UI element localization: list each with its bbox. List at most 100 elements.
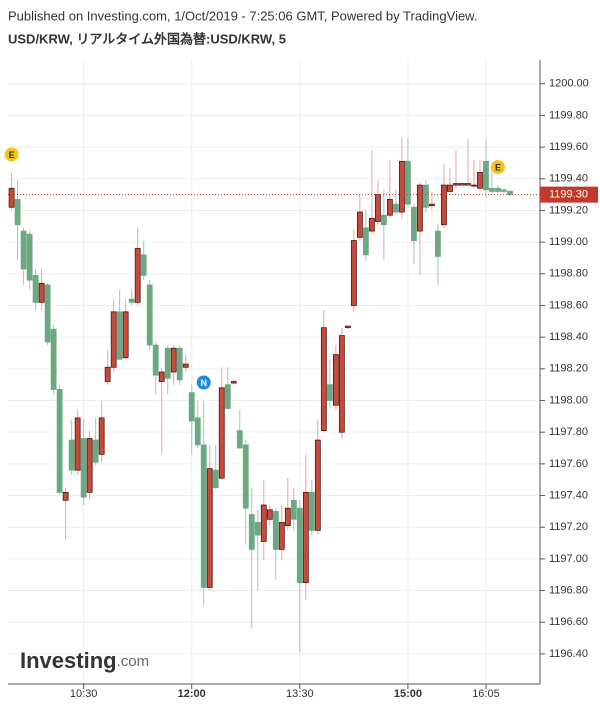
event-badge	[4, 147, 19, 162]
candle-body	[429, 203, 435, 207]
candle-body	[471, 184, 477, 187]
candle-body	[80, 438, 87, 498]
candle-body	[44, 284, 51, 343]
candle-body	[278, 522, 285, 550]
y-tick-label: 1197.60	[549, 458, 588, 470]
candle-body	[411, 206, 417, 241]
y-tick-label: 1196.60	[549, 616, 588, 628]
y-tick-label: 1199.20	[549, 204, 588, 216]
candle-body	[405, 160, 411, 205]
candle-body	[441, 184, 447, 226]
candle-body	[350, 240, 357, 306]
chart-title: USD/KRW, リアルタイム外国為替:USD/KRW, 5	[8, 31, 286, 46]
y-tick-label: 1198.20	[549, 363, 588, 375]
candle-body	[290, 499, 297, 520]
candle-body	[134, 248, 141, 303]
subtitle: Published on Investing.com, 1/Oct/2019 -…	[8, 8, 477, 23]
candle-body	[164, 347, 171, 379]
y-tick-label: 1198.00	[549, 394, 588, 406]
last-price-box	[540, 186, 598, 203]
candle-body	[398, 160, 405, 213]
y-tick-label: 1197.80	[549, 426, 588, 438]
candle-body	[417, 184, 423, 232]
candle-body	[465, 183, 471, 186]
candle-body	[477, 172, 483, 189]
y-tick-label: 1198.60	[549, 299, 588, 311]
candle-body	[242, 444, 249, 509]
candle-body	[74, 417, 81, 471]
candle-body	[501, 189, 507, 192]
y-tick-label: 1196.80	[549, 584, 588, 596]
y-tick-label: 1197.40	[549, 489, 588, 501]
candle-body	[206, 468, 213, 588]
candle-body	[284, 507, 291, 527]
candle-body	[86, 438, 93, 493]
candle-body	[8, 187, 15, 208]
y-tick-label: 1199.40	[549, 173, 588, 185]
x-tick-label: 10:30	[70, 688, 98, 700]
candle-body	[338, 335, 345, 433]
candle-body	[116, 311, 123, 360]
grid	[8, 60, 540, 684]
candle-body	[104, 366, 111, 382]
candle-body	[218, 387, 225, 479]
event-label: E	[495, 162, 501, 172]
candle-body	[98, 417, 105, 455]
x-tick-label: 13:30	[286, 688, 314, 700]
candle-body	[236, 430, 243, 449]
y-tick-label: 1200.00	[549, 78, 589, 90]
event-label: E	[9, 150, 15, 160]
candle-body	[194, 417, 201, 446]
candle-body	[20, 230, 27, 270]
y-tick-label: 1199.80	[549, 109, 588, 121]
candle-body	[296, 507, 303, 584]
candle-body	[248, 514, 255, 550]
candle-body	[308, 491, 315, 531]
watermark-main: Investing.com	[20, 648, 149, 673]
candle-body	[272, 510, 279, 550]
candle-body	[344, 325, 351, 329]
candle-body	[483, 160, 489, 191]
last-price-label: 1199.30	[549, 189, 588, 201]
candle-body	[380, 214, 387, 226]
y-tick-label: 1199.60	[549, 141, 588, 153]
candle-body	[314, 439, 321, 531]
candle-body	[128, 298, 135, 303]
candle-body	[392, 203, 399, 213]
candle-body	[254, 522, 261, 536]
candle-body	[122, 311, 129, 359]
watermark: Investing.com	[20, 648, 149, 673]
event-badge	[196, 375, 211, 390]
candle-body	[356, 211, 363, 238]
candle-body	[368, 217, 375, 232]
candle-body	[260, 504, 267, 542]
candle-body	[92, 439, 99, 463]
candle-body	[230, 381, 237, 384]
y-tick-label: 1197.20	[549, 521, 588, 533]
candle-body	[212, 469, 219, 489]
candle-body	[38, 282, 45, 303]
candle-body	[62, 491, 69, 501]
y-tick-label: 1199.00	[549, 236, 588, 248]
candle-body	[374, 194, 381, 222]
x-tick-label: 15:00	[394, 688, 422, 700]
y-tick-label: 1198.80	[549, 268, 588, 280]
candle-body	[435, 230, 441, 257]
candle-body	[459, 183, 465, 186]
candle-body	[146, 284, 153, 346]
y-tick-label: 1196.40	[549, 648, 588, 660]
candle-body	[26, 233, 33, 281]
candle-body	[140, 254, 147, 276]
event-badge	[490, 160, 505, 175]
candle-body	[68, 439, 75, 471]
candle-body	[56, 389, 63, 493]
candle-body	[332, 354, 339, 406]
x-tick-label: 12:00	[178, 688, 206, 700]
candle-body	[224, 384, 231, 409]
candle-body	[386, 198, 393, 216]
candle-body	[320, 327, 327, 431]
candle-body	[182, 363, 189, 368]
candle-body	[423, 184, 429, 208]
candle-body	[14, 198, 21, 226]
candle-body	[302, 491, 309, 584]
